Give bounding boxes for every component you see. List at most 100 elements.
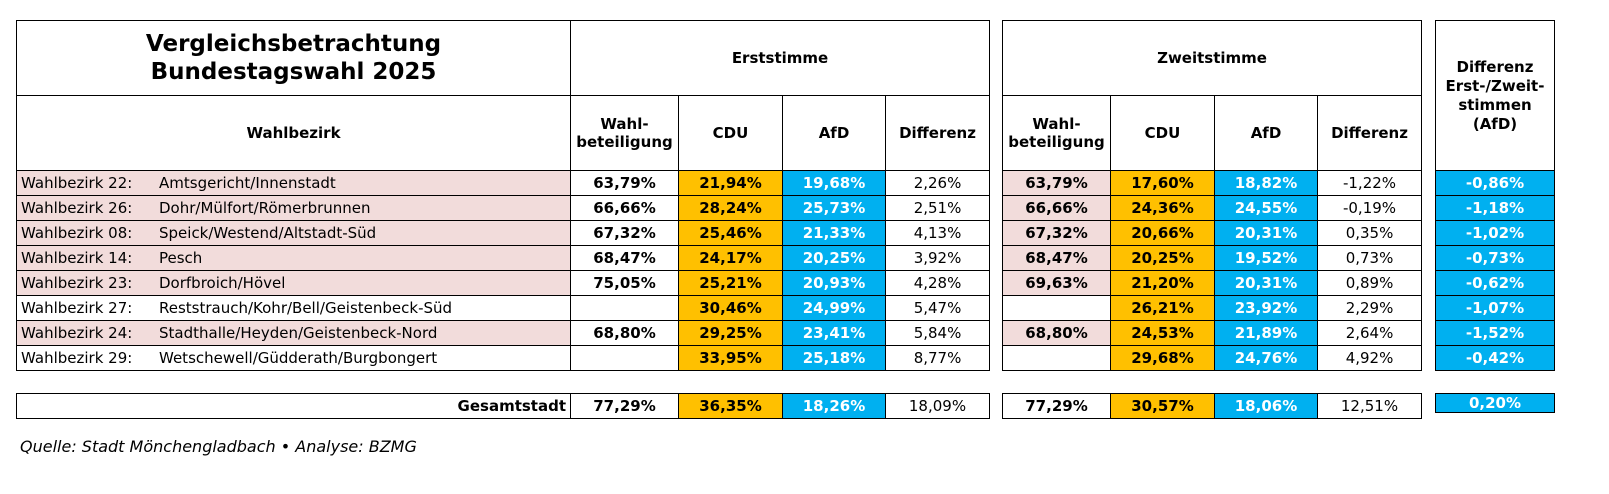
afd-2: 24,55% (1214, 195, 1318, 221)
differenz-2: -0,19% (1316, 195, 1423, 221)
cdu-2: 20,66% (1110, 220, 1215, 246)
wahlbeteiligung-2: 63,79% (1002, 170, 1111, 196)
wahlbezirk-cell: Wahlbezirk 26: Dohr/Mülfort/Römerbrunnen (16, 195, 571, 221)
erststimme-table: Vergleichsbetrachtung Bundestagswahl 202… (16, 20, 991, 371)
differenz-1: 5,47% (884, 295, 991, 321)
total-left-table: Gesamtstadt 77,29% 36,35% 18,26% 18,09% (16, 393, 990, 419)
differenz-header-2: Differenz (1316, 95, 1423, 171)
diff-header-line-2: Erst-/Zweit- (1445, 76, 1545, 95)
wahlbezirk-number: Wahlbezirk 08: (21, 224, 133, 242)
diff-header-line-4: (AfD) (1472, 114, 1518, 133)
total-afd-2: 18,06% (1214, 393, 1318, 419)
cdu-header-1: CDU (678, 95, 783, 171)
differenz-2: 0,89% (1316, 270, 1423, 296)
table-title: Vergleichsbetrachtung Bundestagswahl 202… (16, 20, 571, 96)
afd-2: 19,52% (1214, 245, 1318, 271)
table-row: -0,73% (1435, 245, 1555, 271)
wahlbezirk-cell: Wahlbezirk 23: Dorfbroich/Hövel (16, 270, 571, 296)
wahlbezirk-cell: Wahlbezirk 24: Stadthalle/Heyden/Geistenb… (16, 320, 571, 346)
wahlbezirk-cell: Wahlbezirk 14: Pesch (16, 245, 571, 271)
differenz-2: -1,22% (1316, 170, 1423, 196)
wahlbezirk-name: Wetschewell/Güdderath/Burgbongert (159, 349, 438, 367)
wahlbezirk-name: Pesch (159, 249, 203, 267)
wahlbeteiligung-2: 67,32% (1002, 220, 1111, 246)
table-row: Wahlbezirk 14: Pesch 68,47% 24,17% 20,25% 3,9… (16, 245, 991, 271)
differenz-afd: -1,52% (1435, 320, 1555, 346)
afd-2: 18,82% (1214, 170, 1318, 196)
wahlbezirk-name: Amtsgericht/Innenstadt (159, 174, 336, 192)
cdu-1: 25,46% (678, 220, 783, 246)
wahlbezirk-number: Wahlbezirk 22: (21, 174, 133, 192)
table-row: 68,80% 24,53% 21,89% 2,64% (1002, 320, 1423, 346)
wahlbeteiligung-1: 66,66% (570, 195, 679, 221)
wahlbezirk-name: Stadthalle/Heyden/Geistenbeck-Nord (159, 324, 438, 342)
total-mid-table: 77,29% 30,57% 18,06% 12,51% (1002, 393, 1422, 419)
wahlbezirk-name: Speick/Westend/Altstadt-Süd (159, 224, 377, 242)
table-row: -1,52% (1435, 320, 1555, 346)
table-row: -0,62% (1435, 270, 1555, 296)
source-note: Quelle: Stadt Mönchengladbach • Analyse:… (20, 437, 417, 456)
afd-1: 20,25% (782, 245, 886, 271)
wahlbeteiligung-1: 68,80% (570, 320, 679, 346)
wahlbezirk-number: Wahlbezirk 24: (21, 324, 133, 342)
beteiligung-line-2: beteiligung (1008, 133, 1105, 151)
wahlbeteiligung-2 (1002, 295, 1111, 321)
table-row: 29,68% 24,76% 4,92% (1002, 345, 1423, 371)
wahlbeteiligung-2: 68,80% (1002, 320, 1111, 346)
zweitstimme-header: Zweitstimme (1001, 20, 1423, 96)
differenz-afd: -1,02% (1435, 220, 1555, 246)
wahlbeteiligung-2: 68,47% (1002, 245, 1111, 271)
wahlbeteiligung-1: 75,05% (570, 270, 679, 296)
wahlbezirk-number: Wahlbezirk 14: (21, 249, 133, 267)
wahlbeteiligung-2: 69,63% (1002, 270, 1111, 296)
total-cdu-2: 30,57% (1110, 393, 1215, 419)
wahlbeteiligung-1: 63,79% (570, 170, 679, 196)
table-row: Wahlbezirk 27: Reststrauch/Kohr/Bell/Geis… (16, 295, 991, 321)
cdu-2: 17,60% (1110, 170, 1215, 196)
total-right-table: 0,20% (1435, 393, 1555, 413)
differenz-2: 0,73% (1316, 245, 1423, 271)
total-differenz-afd: 0,20% (1435, 393, 1555, 413)
table-row: Wahlbezirk 24: Stadthalle/Heyden/Geistenb… (16, 320, 991, 346)
cdu-2: 20,25% (1110, 245, 1215, 271)
wahlbezirk-cell: Wahlbezirk 08: Speick/Westend/Altstadt-Sü… (16, 220, 571, 246)
cdu-2: 21,20% (1110, 270, 1215, 296)
afd-2: 21,89% (1214, 320, 1318, 346)
table-row: 26,21% 23,92% 2,29% (1002, 295, 1423, 321)
differenz-2: 2,29% (1316, 295, 1423, 321)
table-row: -1,18% (1435, 195, 1555, 221)
wahlbezirk-name: Dorfbroich/Hövel (159, 274, 286, 292)
afd-2: 24,76% (1214, 345, 1318, 371)
total-wahlbeteiligung-1: 77,29% (570, 393, 679, 419)
wahlbezirk-number: Wahlbezirk 26: (21, 199, 133, 217)
table-row: Wahlbezirk 26: Dohr/Mülfort/Römerbrunnen 6… (16, 195, 991, 221)
total-differenz-2: 12,51% (1317, 393, 1422, 419)
afd-header-1: AfD (782, 95, 886, 171)
afd-1: 25,18% (782, 345, 886, 371)
cdu-2: 24,36% (1110, 195, 1215, 221)
title-line-2: Bundestagswahl 2025 (150, 59, 437, 85)
table-row: 67,32% 20,66% 20,31% 0,35% (1002, 220, 1423, 246)
wahlbezirk-header: Wahlbezirk (16, 95, 571, 171)
diff-header-line-3: stimmen (1458, 95, 1532, 114)
wahl-line-1: Wahl- (600, 115, 649, 133)
total-label: Gesamtstadt (16, 393, 571, 419)
wahlbeteiligung-1 (570, 295, 679, 321)
cdu-1: 24,17% (678, 245, 783, 271)
wahlbezirk-number: Wahlbezirk 23: (21, 274, 133, 292)
wahlbeteiligung-1 (570, 345, 679, 371)
table-row: Wahlbezirk 29: Wetschewell/Güdderath/Burg… (16, 345, 991, 371)
differenz-1: 2,51% (884, 195, 991, 221)
wahlbezirk-cell: Wahlbezirk 27: Reststrauch/Kohr/Bell/Geis… (16, 295, 571, 321)
wahlbezirk-cell: Wahlbezirk 29: Wetschewell/Güdderath/Burg… (16, 345, 571, 371)
total-cdu-1: 36,35% (678, 393, 783, 419)
differenz-afd: -0,42% (1435, 345, 1555, 371)
afd-1: 20,93% (782, 270, 886, 296)
wahl-line-2: Wahl- (1032, 115, 1081, 133)
wahlbeteiligung-header-2: Wahl- beteiligung (1002, 95, 1111, 171)
wahlbeteiligung-1: 68,47% (570, 245, 679, 271)
afd-2: 23,92% (1214, 295, 1318, 321)
wahlbezirk-number: Wahlbezirk 27: (21, 299, 133, 317)
afd-1: 25,73% (782, 195, 886, 221)
differenz-1: 4,13% (884, 220, 991, 246)
